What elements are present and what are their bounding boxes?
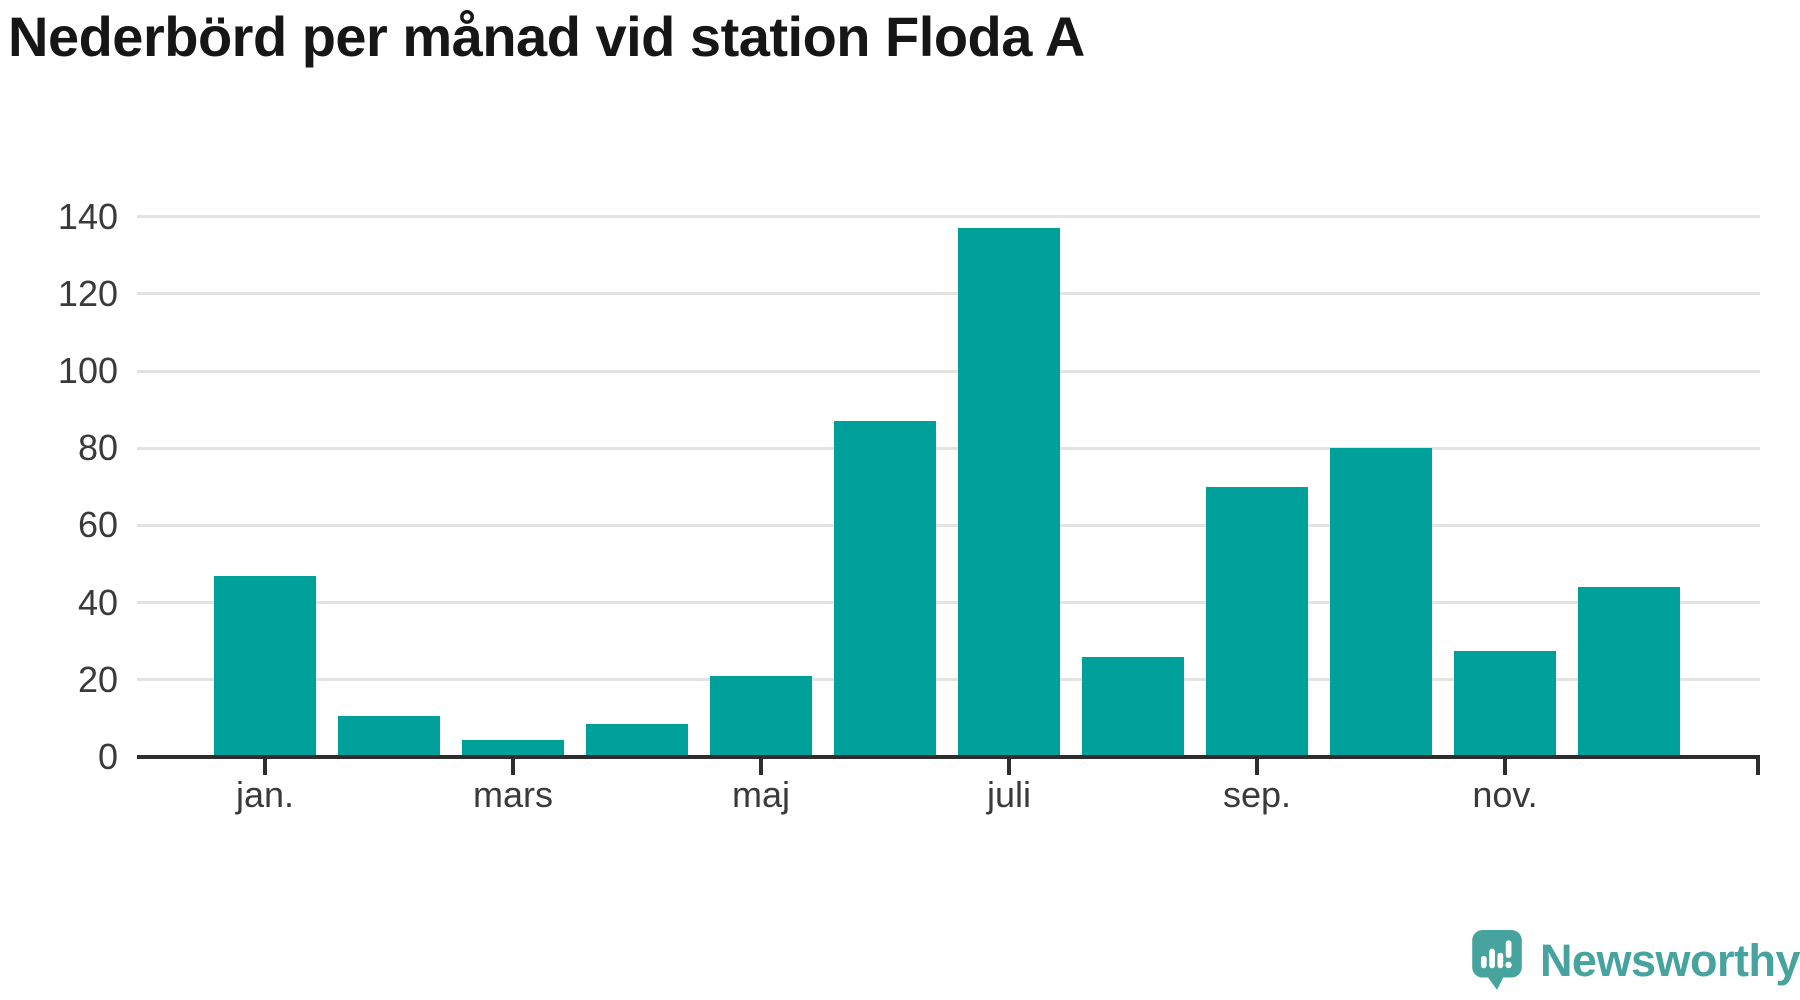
bar-nov — [1454, 650, 1556, 757]
gridline-140 — [137, 215, 1760, 219]
bar-okt — [1330, 448, 1432, 757]
gridline-100 — [137, 369, 1760, 373]
x-tick-sep — [1255, 759, 1259, 775]
bar-aug — [1082, 656, 1184, 757]
bar-jan — [214, 575, 316, 757]
y-tick-label-0: 0 — [97, 736, 118, 777]
x-tick-label-sep: sep. — [1222, 774, 1292, 815]
y-tick-label-140: 140 — [57, 195, 118, 237]
gridline-60 — [137, 523, 1760, 527]
newsworthy-logo: Newsworthy — [1472, 930, 1800, 992]
x-tick-label-juli: juli — [986, 774, 1031, 815]
bar-apr — [586, 724, 688, 757]
x-tick-maj — [759, 759, 763, 775]
bar-sep — [1206, 486, 1308, 757]
x-tick-label-maj: maj — [731, 774, 790, 815]
x-axis-end-tick — [1756, 755, 1760, 775]
newsworthy-logo-text: Newsworthy — [1539, 935, 1800, 986]
gridline-80 — [137, 446, 1760, 450]
y-tick-label-120: 120 — [57, 272, 118, 314]
x-tick-label-nov: nov. — [1472, 774, 1538, 815]
x-axis-line — [137, 755, 1760, 759]
bar-feb — [338, 716, 440, 757]
y-tick-label-20: 20 — [77, 658, 118, 700]
x-tick-nov — [1503, 759, 1507, 775]
gridline-20 — [137, 678, 1760, 682]
y-tick-label-60: 60 — [77, 504, 118, 546]
chart-title: Nederbörd per månad vid station Floda A — [8, 5, 1085, 68]
x-tick-label-mars: mars — [473, 774, 553, 815]
y-tick-label-40: 40 — [77, 581, 118, 623]
y-tick-label-80: 80 — [77, 427, 118, 469]
gridline-40 — [137, 601, 1760, 605]
x-tick-mars — [511, 759, 515, 775]
bar-maj — [710, 675, 812, 757]
x-tick-label-jan: jan. — [235, 774, 295, 815]
bar-mars — [462, 739, 564, 757]
bar-juni — [834, 421, 936, 757]
x-tick-juli — [1007, 759, 1011, 775]
bar-juli — [958, 228, 1060, 757]
y-tick-label-100: 100 — [57, 350, 118, 391]
bar-chart-speech-bubble-icon — [1472, 930, 1540, 992]
bar-dec — [1578, 587, 1680, 757]
gridline-120 — [137, 292, 1760, 296]
x-tick-jan — [263, 759, 267, 775]
